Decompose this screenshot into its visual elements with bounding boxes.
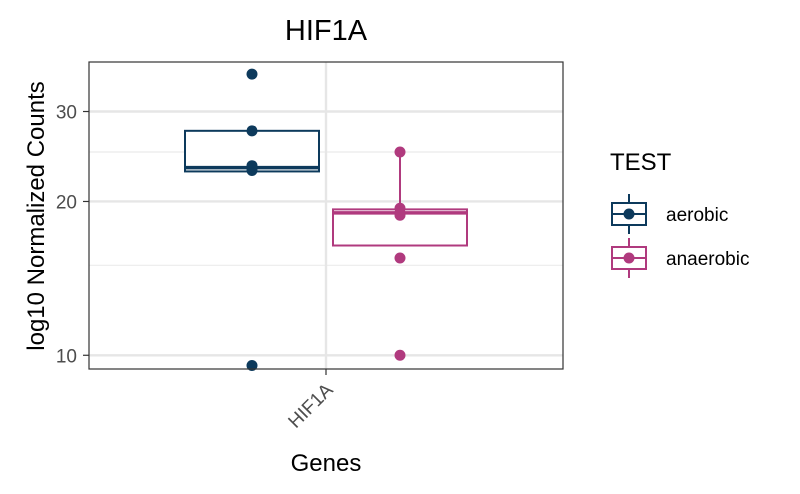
legend-label: anaerobic — [666, 249, 749, 270]
data-point — [394, 146, 406, 158]
y-axis-title: log10 Normalized Counts — [23, 81, 50, 350]
y-tick-label: 10 — [56, 346, 77, 367]
y-axis-ticks: 10 20 30 — [56, 103, 89, 367]
box-anaerobic — [332, 146, 468, 361]
plot-grid — [89, 62, 563, 369]
plot-marks — [184, 68, 468, 371]
legend-key-anaerobic: anaerobic — [611, 238, 749, 278]
chart-title: HIF1A — [285, 15, 368, 47]
data-point — [246, 125, 258, 137]
data-point — [394, 202, 406, 214]
data-point — [394, 349, 406, 361]
y-tick-label: 30 — [56, 103, 77, 124]
legend-key-point — [623, 252, 635, 264]
data-point — [246, 160, 258, 172]
data-point — [394, 252, 406, 264]
y-tick-label: 20 — [56, 192, 77, 213]
legend-key-point — [623, 208, 635, 220]
legend-label: aerobic — [666, 205, 728, 226]
box-aerobic — [184, 68, 320, 371]
x-axis-ticks: HIF1A — [285, 369, 338, 433]
x-tick-label: HIF1A — [285, 379, 338, 432]
legend: TEST aerobic anaerobic — [610, 149, 749, 278]
legend-title: TEST — [610, 149, 672, 176]
data-point — [246, 68, 258, 80]
x-axis-title: Genes — [291, 450, 362, 477]
data-point — [246, 359, 258, 371]
legend-key-aerobic: aerobic — [611, 194, 728, 234]
